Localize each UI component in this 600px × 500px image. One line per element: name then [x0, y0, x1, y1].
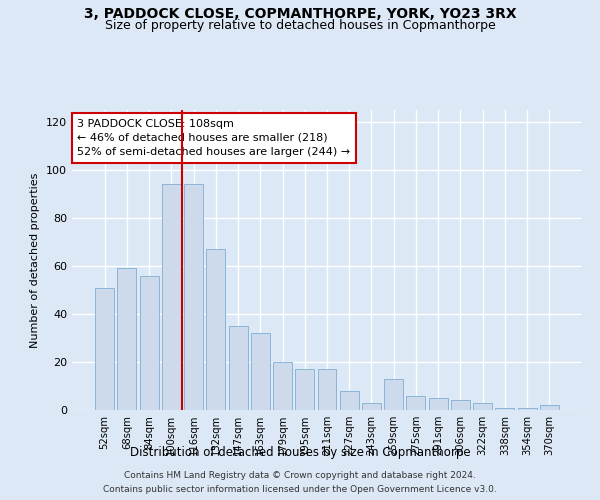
- Bar: [273, 362, 292, 410]
- Bar: [362, 403, 381, 410]
- Bar: [229, 326, 248, 410]
- Text: Size of property relative to detached houses in Copmanthorpe: Size of property relative to detached ho…: [104, 18, 496, 32]
- Bar: [473, 403, 492, 410]
- Bar: [340, 391, 359, 410]
- Bar: [496, 408, 514, 410]
- Text: Contains public sector information licensed under the Open Government Licence v3: Contains public sector information licen…: [103, 484, 497, 494]
- Bar: [451, 400, 470, 410]
- Bar: [540, 405, 559, 410]
- Bar: [317, 369, 337, 410]
- Bar: [251, 333, 270, 410]
- Text: Contains HM Land Registry data © Crown copyright and database right 2024.: Contains HM Land Registry data © Crown c…: [124, 472, 476, 480]
- Bar: [429, 398, 448, 410]
- Bar: [518, 408, 536, 410]
- Bar: [140, 276, 158, 410]
- Text: Distribution of detached houses by size in Copmanthorpe: Distribution of detached houses by size …: [130, 446, 470, 459]
- Bar: [406, 396, 425, 410]
- Bar: [384, 379, 403, 410]
- Bar: [162, 184, 181, 410]
- Y-axis label: Number of detached properties: Number of detached properties: [31, 172, 40, 348]
- Bar: [206, 249, 225, 410]
- Text: 3 PADDOCK CLOSE: 108sqm
← 46% of detached houses are smaller (218)
52% of semi-d: 3 PADDOCK CLOSE: 108sqm ← 46% of detache…: [77, 119, 350, 157]
- Bar: [295, 369, 314, 410]
- Bar: [95, 288, 114, 410]
- Text: 3, PADDOCK CLOSE, COPMANTHORPE, YORK, YO23 3RX: 3, PADDOCK CLOSE, COPMANTHORPE, YORK, YO…: [83, 8, 517, 22]
- Bar: [118, 268, 136, 410]
- Bar: [184, 184, 203, 410]
